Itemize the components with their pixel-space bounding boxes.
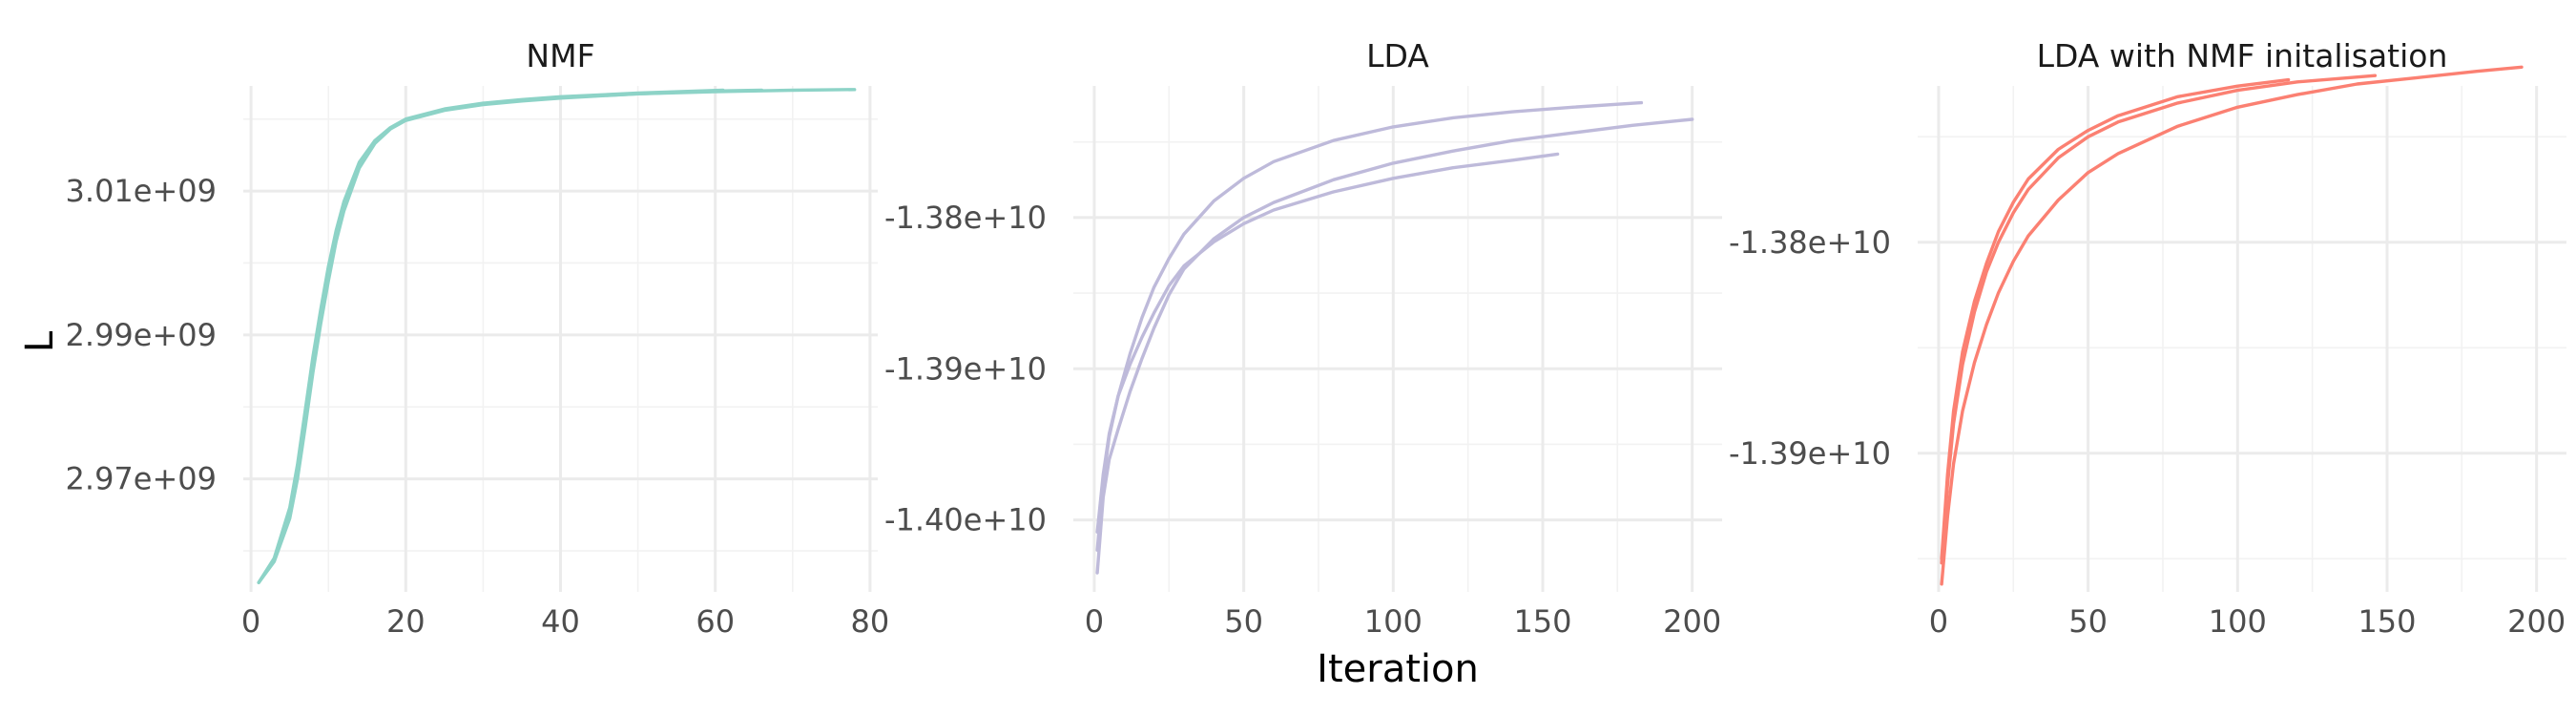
panel-nmf: 0 20 40 60 80 2.97e+09 2.99e+09 3.01e+09 NMF — [66, 37, 890, 640]
x-tick-label: 0 — [1929, 603, 1948, 640]
x-tick-label: 50 — [2068, 603, 2108, 640]
x-axis-title: Iteration — [1317, 647, 1479, 691]
series-line-1 — [1940, 77, 2291, 560]
x-tick-label: 60 — [696, 603, 735, 640]
x-tick-label: 0 — [1085, 603, 1104, 640]
x-tick-label: 150 — [2358, 603, 2416, 640]
y-axis-title: L — [18, 330, 62, 352]
series-line-3 — [1095, 152, 1560, 534]
x-tick-label: 150 — [1513, 603, 1571, 640]
y-tick-label: -1.38e+10 — [884, 200, 1047, 236]
panel-title-nmf: NMF — [526, 37, 594, 74]
x-tick-label: 50 — [1224, 603, 1263, 640]
x-tick-label: 80 — [851, 603, 890, 640]
series-line-3 — [1940, 65, 2524, 586]
panel-lda: 0 50 100 150 200 -1.40e+10 -1.39e+10 -1.38e+10 L… — [884, 37, 1722, 640]
x-tick-label: 20 — [386, 603, 426, 640]
panel-title-lda: LDA — [1366, 37, 1429, 74]
x-tick-label: 0 — [241, 603, 260, 640]
x-tick-label: 100 — [2209, 603, 2267, 640]
y-tick-label: -1.39e+10 — [884, 350, 1047, 387]
x-tick-label: 100 — [1364, 603, 1423, 640]
x-tick-label: 200 — [2507, 603, 2566, 640]
panel-title-lda-nmf-init: LDA with NMF initalisation — [2037, 37, 2448, 74]
x-tick-label: 40 — [541, 603, 580, 640]
x-tick-label: 200 — [1663, 603, 1721, 640]
series-line-2 — [1940, 74, 2378, 565]
y-tick-label: -1.38e+10 — [1729, 224, 1891, 261]
y-tick-label: 3.01e+09 — [66, 173, 217, 209]
y-tick-label: -1.39e+10 — [1729, 435, 1891, 472]
y-tick-label: -1.40e+10 — [884, 502, 1047, 538]
y-tick-label: 2.97e+09 — [66, 461, 217, 497]
y-tick-label: 2.99e+09 — [66, 317, 217, 353]
series-line-3 — [257, 88, 857, 584]
series-line-2 — [1095, 117, 1694, 575]
panel-lda-nmf-init: 0 50 100 150 200 -1.39e+10 -1.38e+10 LDA with N… — [1729, 37, 2566, 640]
